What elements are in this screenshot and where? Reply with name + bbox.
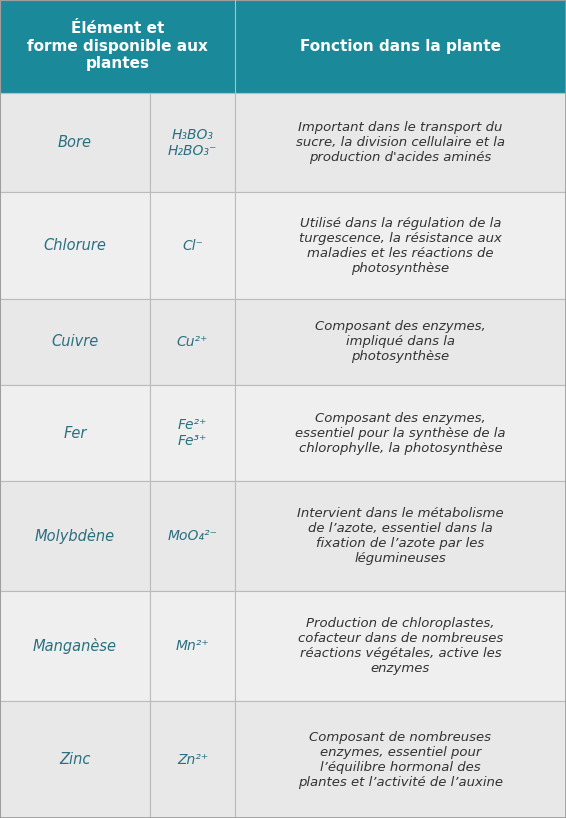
Bar: [0, 481, 150, 591]
Bar: [0, 299, 150, 385]
Text: Composant des enzymes,
essentiel pour la synthèse de la
chlorophylle, la photosy: Composant des enzymes, essentiel pour la…: [295, 411, 505, 455]
Bar: [235, 385, 566, 481]
Text: Fonction dans la plante: Fonction dans la plante: [300, 39, 501, 54]
Text: Cl⁻: Cl⁻: [182, 239, 203, 253]
Bar: [235, 299, 566, 385]
Bar: [150, 701, 235, 818]
Bar: [235, 192, 566, 299]
Text: Composant des enzymes,
impliqué dans la
photosynthèse: Composant des enzymes, impliqué dans la …: [315, 321, 486, 363]
Text: Intervient dans le métabolisme
de l’azote, essentiel dans la
fixation de l’azote: Intervient dans le métabolisme de l’azot…: [297, 507, 504, 565]
Text: Élément et
forme disponible aux
plantes: Élément et forme disponible aux plantes: [27, 21, 208, 71]
Bar: [0, 0, 566, 92]
Text: Manganèse: Manganèse: [33, 638, 117, 654]
Text: Mn²⁺: Mn²⁺: [175, 639, 209, 653]
Bar: [150, 92, 235, 192]
Bar: [0, 591, 150, 701]
Text: Production de chloroplastes,
cofacteur dans de nombreuses
réactions végétales, a: Production de chloroplastes, cofacteur d…: [298, 617, 503, 675]
Bar: [235, 701, 566, 818]
Text: Zn²⁺: Zn²⁺: [177, 753, 208, 766]
Bar: [150, 299, 235, 385]
Text: MoO₄²⁻: MoO₄²⁻: [168, 529, 217, 543]
Text: Cuivre: Cuivre: [52, 335, 98, 349]
Bar: [0, 92, 150, 192]
Bar: [235, 591, 566, 701]
Text: Composant de nombreuses
enzymes, essentiel pour
l’équilibre hormonal des
plantes: Composant de nombreuses enzymes, essenti…: [298, 730, 503, 789]
Text: Fe²⁺
Fe³⁺: Fe²⁺ Fe³⁺: [178, 418, 207, 448]
Bar: [150, 481, 235, 591]
Bar: [150, 591, 235, 701]
Bar: [0, 701, 150, 818]
Text: Zinc: Zinc: [59, 752, 91, 767]
Bar: [235, 481, 566, 591]
Bar: [0, 0, 235, 92]
Bar: [0, 385, 150, 481]
Text: Important dans le transport du
sucre, la division cellulaire et la
production d': Important dans le transport du sucre, la…: [296, 121, 505, 164]
Text: Fer: Fer: [63, 425, 87, 441]
Text: H₃BO₃
H₂BO₃⁻: H₃BO₃ H₂BO₃⁻: [168, 128, 217, 158]
Bar: [0, 192, 150, 299]
Bar: [235, 92, 566, 192]
Bar: [150, 192, 235, 299]
Text: Cu²⁺: Cu²⁺: [177, 335, 208, 349]
Text: Utilisé dans la régulation de la
turgescence, la résistance aux
maladies et les : Utilisé dans la régulation de la turgesc…: [299, 217, 502, 275]
Text: Chlorure: Chlorure: [44, 238, 106, 254]
Bar: [150, 385, 235, 481]
Text: Bore: Bore: [58, 135, 92, 151]
Bar: [235, 0, 566, 92]
Text: Molybdène: Molybdène: [35, 528, 115, 544]
